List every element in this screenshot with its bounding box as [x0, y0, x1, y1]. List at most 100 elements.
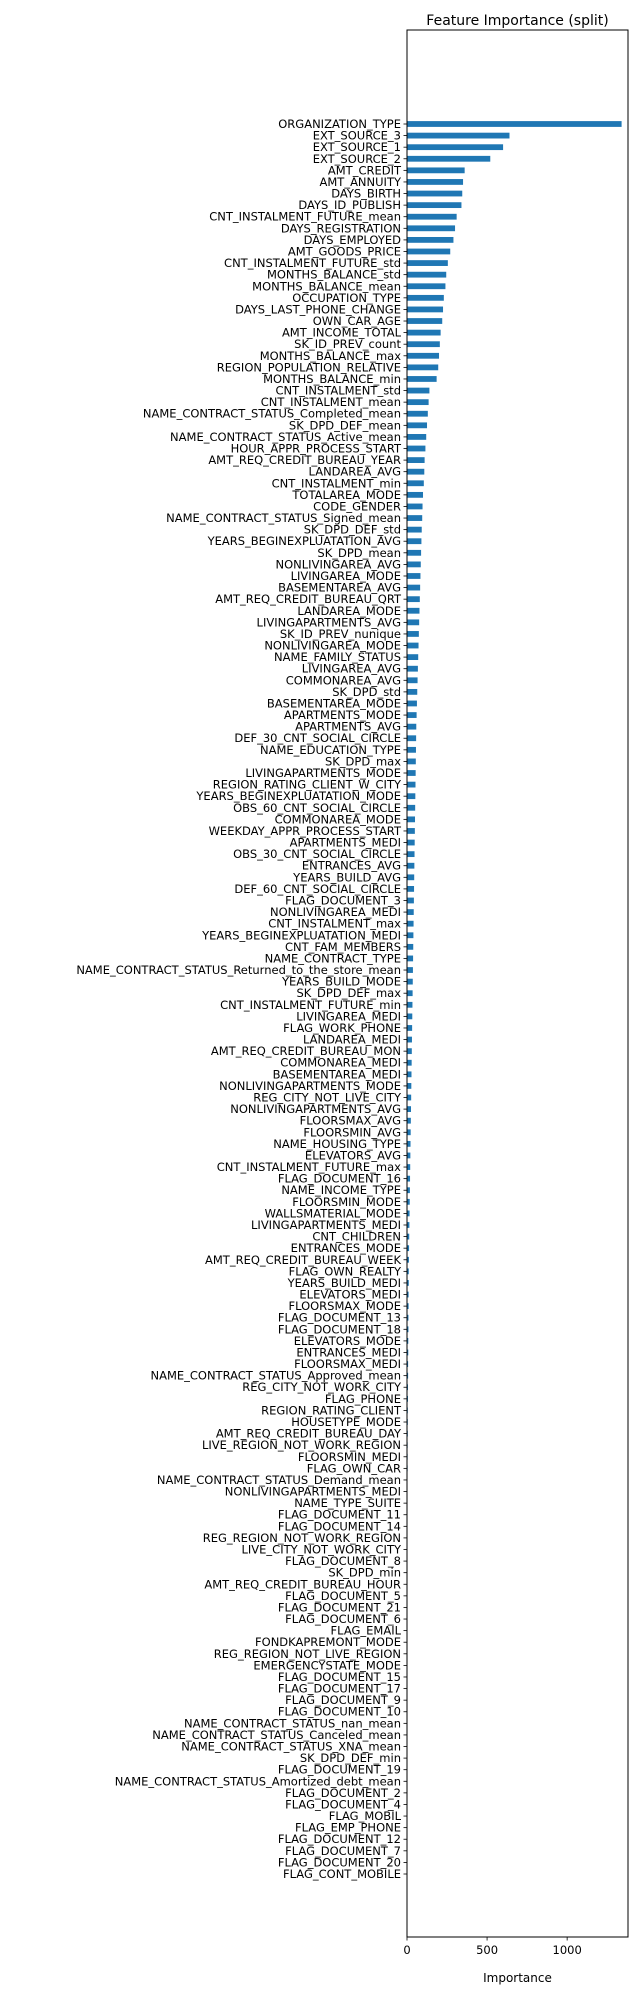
y-tick-label: REG_CITY_NOT_LIVE_CITY: [253, 1091, 402, 1105]
y-tick-label: LANDAREA_AVG: [309, 465, 401, 479]
y-tick-label: FLAG_DOCUMENT_13: [278, 1311, 401, 1325]
bar: [407, 654, 419, 661]
bar: [407, 364, 439, 371]
y-tick-label: BASEMENTAREA_MODE: [267, 696, 401, 710]
y-tick-label: FLOORSMIN_MODE: [292, 1195, 401, 1209]
y-tick-label: FLAG_CONT_MOBILE: [283, 1867, 401, 1881]
y-tick-label: YEARS_BUILD_MEDI: [287, 1276, 401, 1290]
bar: [407, 1129, 411, 1136]
bar: [407, 538, 422, 545]
x-axis-label: Importance: [483, 1971, 552, 1985]
bar: [407, 376, 437, 382]
bar: [407, 1361, 409, 1367]
y-tick-label: OCCUPATION_TYPE: [292, 291, 401, 305]
y-tick-label: MONTHS_BALANCE_mean: [252, 279, 401, 293]
y-tick-label: HOUR_APPR_PROCESS_START: [231, 442, 402, 456]
y-tick-label: CNT_INSTALMENT_FUTURE_min: [220, 998, 401, 1012]
y-tick-label: CNT_INSTALMENT_FUTURE_mean: [209, 210, 401, 224]
bar: [407, 225, 456, 232]
y-tick-label: NAME_CONTRACT_STATUS_Signed_mean: [166, 511, 401, 525]
y-tick-label: FLAG_DOCUMENT_3: [285, 893, 401, 907]
bar: [407, 1268, 409, 1275]
y-tick-label: NONLIVINGAREA_MODE: [264, 639, 401, 653]
y-tick-label: AMT_REQ_CREDIT_BUREAU_WEEK: [205, 1253, 401, 1267]
y-tick-label: FLAG_DOCUMENT_20: [278, 1855, 401, 1869]
bar: [407, 990, 413, 997]
bar: [407, 480, 424, 487]
y-tick-label: ORGANIZATION_TYPE: [278, 117, 401, 131]
y-tick-label: YEARS_BEGINEXPLUATATION_MEDI: [201, 928, 401, 942]
y-tick-label: CNT_INSTALMENT_FUTURE_max: [217, 1160, 401, 1174]
y-tick-label: APARTMENTS_MEDI: [290, 836, 401, 850]
bar: [407, 1025, 413, 1031]
bar: [407, 515, 423, 521]
y-tick-label: FLAG_EMAIL: [331, 1624, 402, 1638]
bar: [407, 665, 418, 672]
bar: [407, 688, 418, 695]
y-tick-label: NAME_CONTRACT_STATUS_Completed_mean: [143, 407, 401, 421]
y-tick-label: FLAG_DOCUMENT_5: [285, 1589, 401, 1603]
y-tick-label: FLOORSMAX_AVG: [300, 1114, 401, 1128]
y-tick-label: FLAG_DOCUMENT_11: [278, 1508, 401, 1522]
y-tick-label: LANDAREA_MODE: [297, 604, 401, 618]
bar: [407, 1187, 410, 1194]
y-tick-label: DAYS_REGISTRATION: [281, 221, 401, 235]
y-tick-label: YEARS_BUILD_AVG: [292, 870, 401, 884]
bar: [407, 967, 413, 973]
bar: [407, 1175, 411, 1182]
y-tick-label: COMMONAREA_MEDI: [280, 1056, 401, 1070]
bar: [407, 167, 465, 174]
y-tick-label: NAME_CONTRACT_STATUS_Demand_mean: [157, 1473, 401, 1487]
y-tick-label: NAME_CONTRACT_STATUS_XNA_mean: [181, 1740, 401, 1754]
bar: [407, 526, 422, 533]
bar: [407, 1326, 409, 1333]
y-tick-label: FONDKAPREMONT_MODE: [255, 1635, 401, 1649]
y-tick-label: COMMONAREA_AVG: [286, 673, 401, 687]
y-tick-label: FLAG_WORK_PHONE: [283, 1021, 401, 1035]
bar: [407, 190, 463, 197]
y-tick-labels: ORGANIZATION_TYPEEXT_SOURCE_3EXT_SOURCE_…: [76, 117, 402, 1881]
y-tick-label: NAME_CONTRACT_STATUS_nan_mean: [184, 1716, 401, 1730]
y-tick-label: FLAG_DOCUMENT_6: [285, 1612, 401, 1626]
y-tick-label: REGION_RATING_CLIENT_W_CITY: [213, 778, 402, 792]
bar: [407, 642, 419, 649]
y-tick-label: REG_CITY_NOT_WORK_CITY: [242, 1380, 402, 1394]
y-tick-label: DAYS_BIRTH: [331, 187, 401, 201]
y-tick-label: NONLIVINGAPARTMENTS_MODE: [219, 1079, 401, 1093]
bar: [407, 1106, 412, 1112]
y-tick-label: AMT_GOODS_PRICE: [288, 244, 401, 258]
y-tick-label: REGION_RATING_CLIENT: [261, 1403, 402, 1417]
bar: [407, 468, 425, 475]
bars-group: [407, 121, 622, 1669]
bar: [407, 770, 416, 776]
y-tick-label: REGION_POPULATION_RELATIVE: [217, 360, 401, 374]
bar: [407, 155, 491, 162]
y-tick-label: AMT_REQ_CREDIT_BUREAU_DAY: [216, 1427, 402, 1441]
y-tick-label: CNT_INSTALMENT_min: [272, 476, 401, 490]
bar: [407, 1083, 412, 1089]
y-tick-label: FLAG_OWN_REALTY: [289, 1264, 402, 1278]
y-tick-label: MONTHS_BALANCE_max: [260, 349, 401, 363]
bar: [407, 619, 420, 626]
y-tick-label: FLAG_PHONE: [325, 1392, 401, 1406]
x-tick-label: 500: [476, 1943, 498, 1957]
y-tick-label: MONTHS_BALANCE_std: [267, 268, 401, 282]
y-tick-label: WEEKDAY_APPR_PROCESS_START: [209, 824, 402, 838]
y-tick-label: FLAG_DOCUMENT_21: [278, 1600, 401, 1614]
y-tick-label: OWN_CAR_AGE: [313, 314, 401, 328]
bar: [407, 1210, 410, 1217]
bar: [407, 434, 427, 440]
bar: [407, 1303, 409, 1310]
y-tick-label: FLAG_EMP_PHONE: [295, 1821, 401, 1835]
y-tick-label: NAME_CONTRACT_TYPE: [265, 951, 401, 965]
y-tick-label: APARTMENTS_MODE: [284, 708, 401, 722]
bar: [407, 236, 454, 243]
bar: [407, 1048, 412, 1055]
bar: [407, 1001, 413, 1008]
bar: [407, 422, 428, 429]
y-tick-label: FLAG_DOCUMENT_10: [278, 1705, 401, 1719]
y-tick-label: NAME_CONTRACT_STATUS_Active_mean: [170, 430, 401, 444]
bar: [407, 828, 415, 834]
y-tick-label: SK_DPD_max: [325, 754, 401, 768]
bar: [407, 712, 417, 718]
